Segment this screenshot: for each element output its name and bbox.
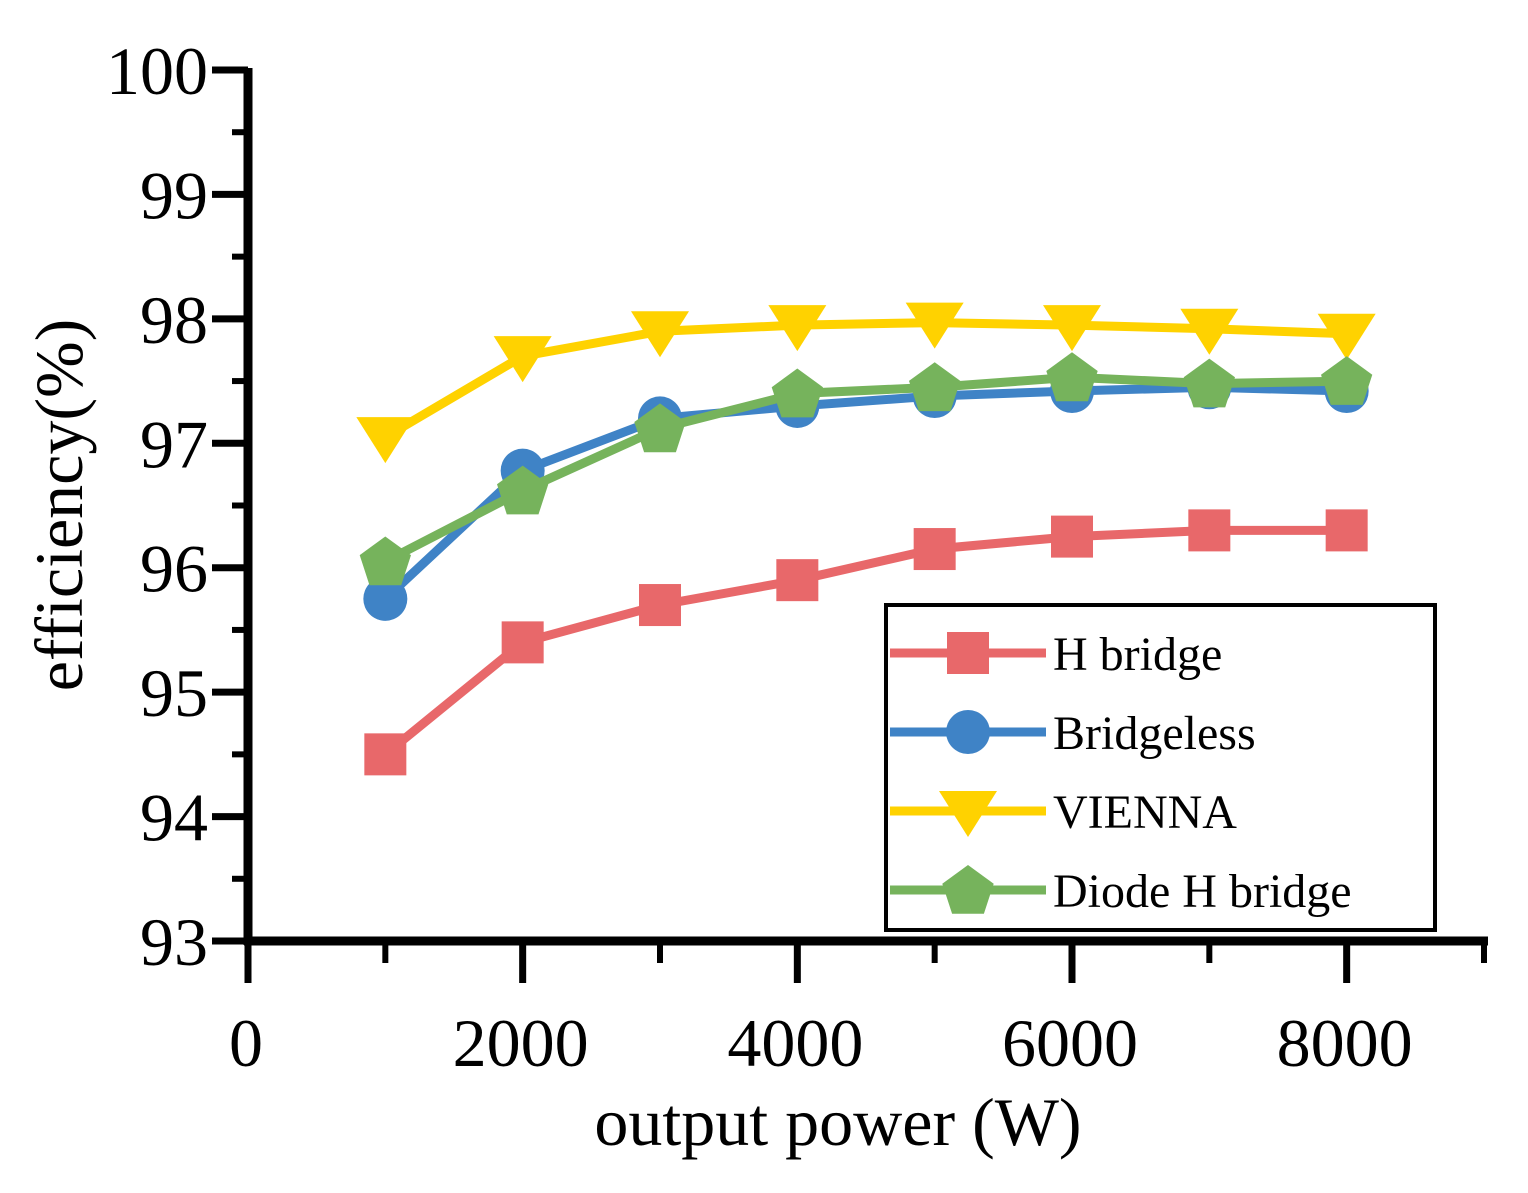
series-h-bridge: [364, 509, 1368, 776]
data-point-h-bridge: [913, 528, 956, 571]
data-point-vienna: [768, 305, 827, 352]
y-tick-label: 100: [106, 33, 208, 109]
series-diode-h-bridge: [359, 352, 1373, 586]
legend-label-diode-h-bridge: Diode H bridge: [1053, 865, 1352, 918]
legend-entry-vienna: VIENNA: [890, 786, 1237, 839]
data-point-vienna: [356, 417, 415, 464]
y-tick-label: 93: [140, 904, 208, 980]
legend: H bridge Bridgeless VIENNA Diode H bridge: [884, 603, 1437, 932]
y-axis: 93 94 95 96 97 98 99 100: [106, 33, 253, 980]
series-layer: [356, 302, 1376, 776]
x-axis-title: output power (W): [594, 1084, 1081, 1160]
x-tick-label: 2000: [453, 1005, 589, 1081]
legend-marker-bridgeless: [946, 710, 990, 754]
legend-marker-h-bridge: [947, 632, 989, 674]
legend-label-bridgeless: Bridgeless: [1053, 707, 1256, 760]
data-point-vienna: [905, 302, 964, 349]
data-point-diode-h-bridge: [771, 368, 823, 418]
y-tick-label: 95: [140, 655, 208, 731]
data-point-h-bridge: [1051, 515, 1093, 558]
legend-marker-diode-h-bridge: [942, 865, 994, 914]
y-tick-label: 98: [140, 282, 208, 358]
y-tick-label: 96: [140, 531, 208, 607]
x-tick-label: 6000: [1002, 1005, 1138, 1081]
legend-label-h-bridge: H bridge: [1053, 628, 1222, 681]
legend-marker-vienna: [939, 791, 997, 837]
data-point-diode-h-bridge: [634, 403, 686, 453]
x-tick-label: 4000: [727, 1005, 863, 1081]
legend-label-vienna: VIENNA: [1053, 786, 1237, 839]
data-point-h-bridge: [639, 584, 681, 627]
legend-entry-h-bridge: H bridge: [890, 628, 1222, 681]
data-point-h-bridge: [1325, 509, 1368, 552]
data-point-diode-h-bridge: [1183, 358, 1235, 408]
y-tick-label: 99: [140, 157, 208, 233]
x-tick-label: 8000: [1277, 1005, 1413, 1081]
data-point-diode-h-bridge: [909, 362, 961, 412]
data-point-vienna: [1043, 305, 1101, 352]
data-point-diode-h-bridge: [1046, 352, 1098, 402]
y-axis-title: efficiency(%): [21, 319, 97, 692]
data-point-h-bridge: [364, 733, 407, 776]
data-point-h-bridge: [501, 621, 544, 664]
data-point-h-bridge: [776, 559, 819, 602]
data-point-diode-h-bridge: [497, 465, 549, 515]
data-point-bridgeless: [363, 576, 408, 621]
data-point-vienna: [493, 336, 552, 383]
series-line-vienna: [383, 318, 1347, 441]
y-tick-label: 97: [140, 406, 208, 482]
x-axis: 0 2000 4000 6000 8000: [229, 936, 1488, 1081]
data-point-h-bridge: [1188, 509, 1231, 552]
legend-entry-diode-h-bridge: Diode H bridge: [890, 865, 1352, 918]
x-tick-label: 0: [229, 1005, 263, 1081]
data-point-diode-h-bridge: [359, 536, 411, 586]
legend-entry-bridgeless: Bridgeless: [890, 707, 1256, 760]
data-point-diode-h-bridge: [1321, 356, 1373, 405]
data-point-vienna: [631, 311, 689, 358]
series-line-bridgeless: [382, 382, 1347, 603]
series-vienna: [356, 302, 1376, 464]
data-point-vienna: [1317, 313, 1376, 360]
y-tick-label: 94: [140, 780, 208, 856]
series-line-h-bridge: [382, 525, 1347, 758]
data-point-vienna: [1180, 308, 1239, 355]
